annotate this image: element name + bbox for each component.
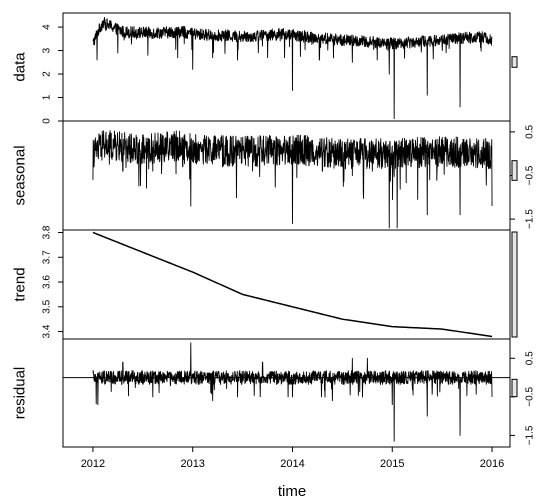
x-axis-title: time	[278, 483, 306, 500]
y-tick-label: −0.5	[525, 387, 536, 407]
y-tick-label: 0	[42, 118, 53, 124]
range-bar	[511, 56, 518, 68]
y-tick-label: −1.5	[525, 425, 536, 445]
x-axis: 2012 2013 2014 2015 2016	[81, 447, 504, 470]
x-tick-label: 2013	[180, 458, 204, 470]
panels-group: 0 1 2 3 4 data −1.5 −0.5 0.5 seasonal 3.4 3.5 3.6 3.7…	[12, 12, 536, 448]
panel-frame	[62, 12, 511, 122]
x-tick-label: 2012	[81, 458, 105, 470]
range-bar	[511, 231, 518, 338]
panel-residual: −1.5 −0.5 0.5 residual	[12, 338, 536, 448]
y-tick-label: 3.7	[42, 250, 53, 264]
panel-label-residual: residual	[12, 367, 29, 420]
data-series-line	[92, 16, 493, 120]
panel-label-trend: trend	[12, 267, 29, 301]
panel-frame	[62, 229, 511, 340]
y-tick-label: 3.6	[42, 275, 53, 289]
x-tick-label: 2016	[480, 458, 504, 470]
y-tick-label: 0.5	[525, 351, 536, 365]
y-tick-label: 3.4	[42, 324, 53, 338]
range-bar	[511, 378, 518, 398]
panel-label-seasonal: seasonal	[12, 145, 29, 205]
y-tick-label: 3.8	[42, 225, 53, 239]
y-tick-label: 0.5	[525, 125, 536, 139]
seasonal-series-line	[92, 130, 493, 229]
y-tick-label: −1.5	[525, 209, 536, 229]
y-tick-label: 1	[42, 94, 53, 100]
residual-series-line	[92, 342, 493, 442]
panel-seasonal: −1.5 −0.5 0.5 seasonal	[12, 120, 536, 231]
panel-data: 0 1 2 3 4 data	[12, 12, 518, 124]
trend-series-line	[92, 231, 493, 338]
y-tick-label: 4	[42, 24, 53, 30]
x-tick-label: 2015	[380, 458, 404, 470]
y-tick-label: 3	[42, 47, 53, 53]
x-tick-label: 2014	[280, 458, 304, 470]
y-tick-label: 2	[42, 71, 53, 77]
range-bar	[511, 160, 518, 181]
y-tick-label: 3.5	[42, 299, 53, 313]
panel-label-data: data	[12, 52, 29, 82]
panel-trend: 3.4 3.5 3.6 3.7 3.8 trend	[12, 225, 518, 340]
panel-frame	[62, 338, 511, 448]
y-tick-label: −0.5	[525, 165, 536, 185]
